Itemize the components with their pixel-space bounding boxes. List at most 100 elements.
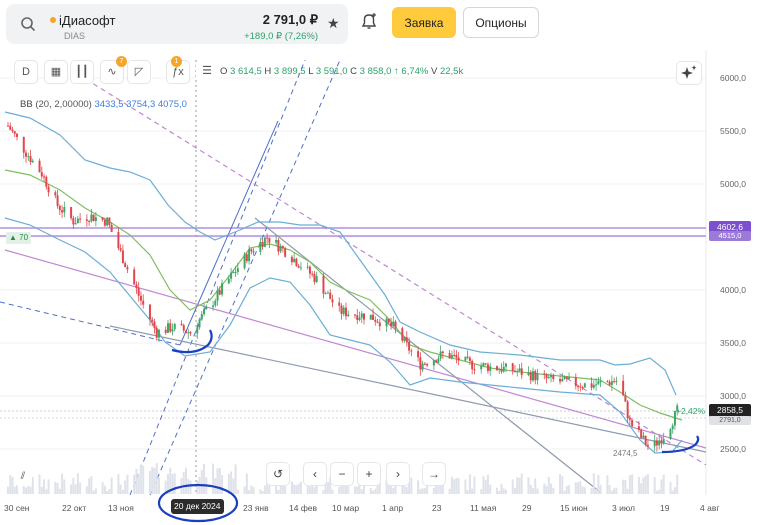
candle-body: [221, 283, 224, 295]
volume-bar: [628, 475, 631, 494]
bell-plus-icon[interactable]: [358, 10, 380, 32]
volume-bar: [47, 479, 50, 494]
candle-body: [79, 218, 82, 220]
volume-bar: [529, 484, 532, 494]
candle-body: [268, 237, 271, 243]
candle-body: [408, 341, 411, 351]
bb-upper-band: [4, 111, 677, 396]
ticker-selector[interactable]: iДиасофт DIAS 2 791,0 ₽ +189,0 ₽ (7,26%): [6, 4, 348, 44]
candle-body: [133, 269, 136, 285]
volume-bar: [347, 482, 350, 494]
candle-body: [340, 305, 343, 314]
candle-body: [662, 439, 665, 444]
options-button[interactable]: Опционы: [463, 7, 539, 38]
candle-body: [520, 368, 523, 376]
candle-body: [182, 325, 185, 331]
level-badge[interactable]: ▲ 70: [6, 232, 32, 244]
candle-body: [669, 429, 672, 440]
candle-body: [227, 278, 230, 284]
volume-bar: [527, 477, 530, 494]
volume-bar: [329, 476, 332, 494]
candle-body: [358, 317, 361, 321]
candle-body: [16, 133, 19, 137]
volume-bar: [565, 485, 568, 494]
candle-body: [565, 376, 568, 379]
volume-bar: [232, 478, 235, 494]
candle-body: [58, 205, 61, 211]
candle-body: [218, 290, 221, 295]
volume-bar: [182, 471, 185, 494]
volume-bar: [108, 489, 111, 494]
volume-bar: [410, 477, 413, 494]
zoom-out-button[interactable]: −: [330, 462, 354, 486]
period-button[interactable]: D: [14, 60, 38, 84]
volume-bar: [550, 483, 553, 494]
volume-bar: [450, 476, 453, 494]
bb-legend[interactable]: BB (20, 2,00000) 3433,5 3754,3 4075,0: [20, 99, 187, 110]
candle-body: [279, 246, 282, 252]
candle-body: [326, 292, 329, 294]
candle-body: [164, 329, 167, 333]
candle-body: [171, 329, 174, 332]
time-tick: 15 июн: [560, 503, 588, 513]
volume-bar: [61, 473, 64, 494]
volume-bar: [313, 486, 316, 494]
candle-body: [500, 369, 503, 372]
candle-body: [155, 327, 158, 338]
candle-body: [356, 315, 359, 321]
candle-body: [360, 313, 363, 318]
volume-bar: [308, 486, 311, 494]
drawing-tool-icon[interactable]: ◸: [127, 60, 151, 84]
candle-body: [660, 440, 663, 444]
volume-bar: [532, 488, 535, 494]
settings-sliders-icon[interactable]: ☰: [196, 60, 218, 82]
candle-body: [547, 377, 550, 379]
candle-body: [72, 218, 75, 225]
volume-bar: [655, 490, 658, 494]
volume-bar: [372, 490, 375, 494]
scroll-left-button[interactable]: ‹: [303, 462, 327, 486]
scroll-right-button[interactable]: ›: [386, 462, 410, 486]
candle-body: [200, 314, 203, 320]
ticker-code: DIAS: [64, 31, 86, 41]
candle-body: [577, 385, 580, 387]
volume-bar: [293, 484, 296, 494]
candle-body: [671, 425, 674, 430]
ai-sparkle-button[interactable]: [676, 61, 702, 85]
jump-latest-button[interactable]: →: [422, 462, 446, 486]
volume-bar: [426, 482, 429, 494]
ohlc-legend: O 3 614,5 H 3 899,5 L 3 591,0 C 3 858,0 …: [220, 66, 464, 77]
volume-bar: [117, 474, 120, 494]
volume-bar: [642, 477, 645, 494]
zoom-in-button[interactable]: +: [357, 462, 381, 486]
volume-bar: [38, 474, 41, 494]
volume-bar: [142, 466, 145, 494]
candle-body: [7, 125, 9, 127]
volume-bar: [29, 486, 32, 494]
volume-bar: [387, 485, 390, 494]
candle-body: [489, 366, 492, 371]
candle-body: [157, 329, 160, 338]
candle-body: [536, 373, 539, 381]
candles-icon[interactable]: ┃┃: [70, 60, 94, 84]
volume-bar: [484, 479, 487, 494]
drawing-hatch-icon[interactable]: ⫽: [14, 468, 32, 486]
price-label-level-b: 4515,0: [709, 231, 751, 241]
volume-bar: [203, 463, 206, 494]
candle-body: [263, 237, 266, 247]
chart-type-icon[interactable]: ▦: [44, 60, 68, 84]
sparkle-icon: [681, 65, 697, 79]
order-button[interactable]: Заявка: [392, 7, 456, 38]
candle-body: [187, 332, 190, 334]
volume-bar: [216, 468, 219, 494]
candle-body: [468, 357, 471, 361]
volume-bar: [331, 489, 334, 494]
volume-bar: [151, 466, 154, 494]
volume-bar: [263, 485, 266, 494]
volume-bar: [662, 474, 665, 494]
favorite-star-icon[interactable]: ★: [327, 15, 340, 31]
candle-body: [486, 364, 489, 371]
volume-bar: [166, 473, 169, 494]
reset-button[interactable]: ↺: [266, 462, 290, 486]
